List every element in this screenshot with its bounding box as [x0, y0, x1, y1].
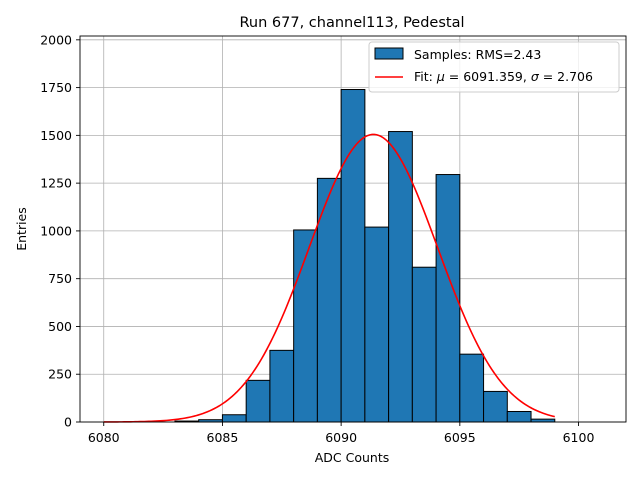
- y-tick-label: 1250: [40, 176, 72, 191]
- y-tick-label: 750: [48, 271, 72, 286]
- histogram-bar: [364, 226, 390, 423]
- legend-sigma-symbol: σ: [531, 69, 540, 84]
- legend-box: [368, 41, 620, 93]
- legend-sigma-value: = 2.706: [539, 69, 593, 84]
- legend-fit-prefix: Fit:: [414, 69, 437, 84]
- histogram-bar: [483, 390, 508, 423]
- y-tick-label: 1000: [40, 223, 72, 238]
- legend: Samples: RMS=2.43 Fit: μ = 6091.359, σ =…: [368, 41, 620, 93]
- histogram-bar: [269, 349, 295, 423]
- y-tick-label: 500: [48, 319, 72, 334]
- y-tick-label: 0: [64, 415, 72, 430]
- y-tick-label: 1750: [40, 80, 72, 95]
- histogram-bar: [411, 266, 437, 423]
- legend-mu-value: = 6091.359,: [445, 69, 531, 84]
- chart-title: Run 677, channel113, Pedestal: [239, 15, 464, 31]
- x-axis-label: ADC Counts: [315, 450, 390, 465]
- axes-frame: [79, 35, 627, 423]
- histogram-bar: [506, 410, 532, 423]
- histogram-bar: [245, 379, 271, 423]
- legend-hist-swatch: [374, 47, 404, 60]
- legend-mu-symbol: μ: [436, 69, 445, 84]
- histogram-bar: [221, 414, 247, 423]
- y-axis-label: Entries: [14, 207, 29, 251]
- legend-fit-label: Fit: μ = 6091.359, σ = 2.706: [414, 69, 593, 84]
- fit-curve: [103, 133, 555, 423]
- axis-ticks: 6080 6085 6090 6095 6100 0 250 500 750 1000 1250 15…: [40, 32, 594, 445]
- legend-hist-label: Samples: RMS=2.43: [414, 47, 541, 62]
- histogram-bars: [174, 89, 556, 423]
- x-tick-label: 6085: [207, 430, 239, 445]
- x-tick-label: 6095: [444, 430, 476, 445]
- y-tick-label: 2000: [40, 32, 72, 47]
- x-tick-label: 6100: [563, 430, 595, 445]
- y-tick-label: 250: [48, 367, 72, 382]
- histogram-bar: [459, 353, 485, 423]
- x-tick-label: 6080: [88, 430, 120, 445]
- x-tick-label: 6090: [325, 430, 357, 445]
- y-tick-label: 1500: [40, 128, 72, 143]
